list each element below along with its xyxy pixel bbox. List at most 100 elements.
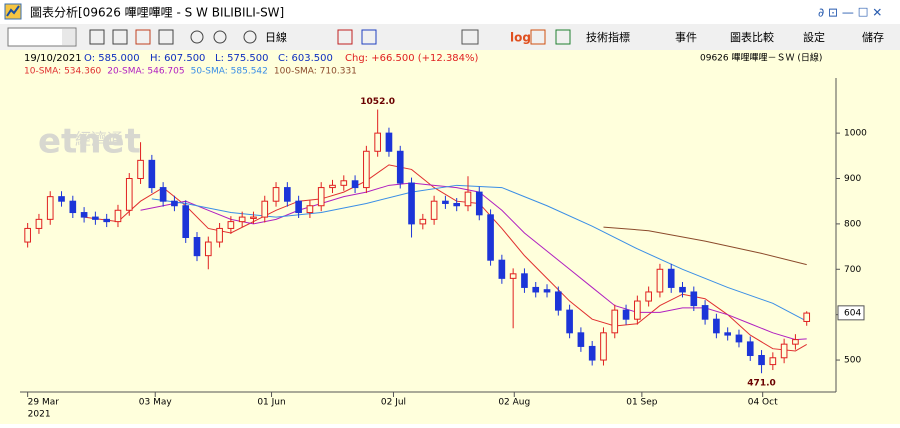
window-controls[interactable]: ∂ ⊡ — ☐ ✕ xyxy=(818,6,882,20)
candle-body xyxy=(261,200,269,218)
candle-body xyxy=(600,332,607,361)
candle-body xyxy=(227,221,235,229)
candle-body xyxy=(385,132,393,152)
candle-body xyxy=(521,273,528,288)
candle-body xyxy=(690,291,698,307)
candle-body xyxy=(159,187,167,202)
candle-body xyxy=(125,178,133,211)
y-tick-label: 800 xyxy=(844,219,861,229)
candle-body xyxy=(272,187,280,202)
candle-body xyxy=(419,218,427,225)
y-tick-label: 500 xyxy=(844,356,861,366)
toolbar-save[interactable]: 儲存 xyxy=(862,30,884,44)
window-title: 圖表分析[09626 嗶哩嗶哩 - S W BILIBILI-SW] xyxy=(30,6,284,20)
candle-body xyxy=(69,200,77,214)
title-bar xyxy=(0,0,900,24)
x-tick-label: 04 Oct xyxy=(748,398,778,408)
candle-body xyxy=(363,150,370,189)
symbol-input[interactable] xyxy=(7,27,77,47)
legend: 10-SMA: 534.360 20-SMA: 546.705 50-SMA: 58… xyxy=(24,67,357,77)
info-item: 19/10/2021 xyxy=(24,53,82,64)
x-tick-label: 02 Jul xyxy=(381,398,406,408)
candle-body xyxy=(171,200,178,207)
stock-name: 09626 嗶哩嗶哩－ＳＷ (日線) xyxy=(700,52,822,64)
sma-line xyxy=(603,226,807,266)
candle-body xyxy=(216,227,223,243)
candle-body xyxy=(453,202,461,207)
candle-body xyxy=(566,309,573,334)
candle-body xyxy=(430,200,438,220)
candle-body xyxy=(656,268,664,293)
app-icon-line xyxy=(6,5,20,17)
candle-body xyxy=(588,345,596,361)
candle-body xyxy=(80,212,88,218)
candle-body xyxy=(713,318,720,334)
candle-body xyxy=(238,216,246,223)
legend-entry: 10-SMA: 534.360 xyxy=(24,67,102,77)
toolbar-compare[interactable]: 圖表比較 xyxy=(730,30,774,44)
toolbar-settings[interactable]: 設定 xyxy=(803,30,825,44)
high-annotation: 1052.0 xyxy=(360,97,395,107)
year-label: 2021 xyxy=(28,410,51,420)
candle-body xyxy=(24,227,31,243)
candle-body xyxy=(442,200,449,204)
candle-body xyxy=(58,196,65,202)
candle-body xyxy=(46,196,54,220)
candle-body xyxy=(509,273,517,279)
candle-body xyxy=(577,332,585,347)
info-item: Chg: +66.500 (+12.384%) xyxy=(345,53,479,64)
y-tick-label: 900 xyxy=(844,174,861,184)
candle-body xyxy=(780,343,788,359)
legend-entry: 20-SMA: 546.705 xyxy=(107,67,184,77)
candle-body xyxy=(475,191,483,216)
candle-body xyxy=(746,341,754,357)
legend-entry: 50-SMA: 585.542 xyxy=(191,67,268,77)
candle-body xyxy=(667,268,675,288)
info-line: 19/10/2021 O: 585.000 H: 607.500 L: 575.500… xyxy=(24,53,479,64)
y-tick-label: 700 xyxy=(844,265,861,275)
dropdown[interactable] xyxy=(62,29,75,45)
candle-body xyxy=(645,291,652,302)
candle-body xyxy=(351,180,359,189)
candle-body xyxy=(724,332,731,336)
candle-body xyxy=(622,309,630,320)
info-item: L: 575.500 xyxy=(215,53,268,64)
legend-entry: 100-SMA: 710.331 xyxy=(274,67,357,77)
candle-body xyxy=(317,187,325,207)
candle-body xyxy=(92,216,99,220)
candle-body xyxy=(735,334,743,343)
price-tag: 604 xyxy=(844,308,861,318)
y-tick-label: 1000 xyxy=(844,129,867,139)
toolbar-log[interactable]: log xyxy=(510,31,531,45)
info-item: C: 603.500 xyxy=(278,53,333,64)
candle-body xyxy=(114,209,122,223)
candle-body xyxy=(306,205,314,214)
candle-body xyxy=(137,159,144,180)
candle-body xyxy=(701,305,709,320)
toolbar-period[interactable]: 日線 xyxy=(265,30,287,44)
candle-body xyxy=(250,216,257,219)
candle-body xyxy=(148,159,156,189)
candle-body xyxy=(204,241,212,257)
x-tick-label: 29 Mar xyxy=(28,398,60,408)
info-item: H: 607.500 xyxy=(150,53,205,64)
x-tick-label: 01 Jun xyxy=(257,398,285,408)
x-tick-label: 01 Sep xyxy=(626,398,658,408)
candle-body xyxy=(803,312,811,322)
candle-body xyxy=(634,300,641,320)
toolbar-indicators[interactable]: 技術指標 xyxy=(586,30,630,44)
candle-body xyxy=(769,357,777,366)
candle-body xyxy=(758,355,765,366)
candle-body xyxy=(464,191,472,207)
candle-body xyxy=(295,200,302,214)
candle-body xyxy=(554,291,562,311)
info-item: O: 585.000 xyxy=(84,53,140,64)
candle-body xyxy=(340,180,348,186)
candle-body xyxy=(103,218,111,223)
candle-body xyxy=(408,182,415,225)
watermark-cn: 經濟通 xyxy=(75,130,123,149)
toolbar-icons[interactable] xyxy=(89,29,571,45)
candle-body xyxy=(182,205,190,239)
toolbar-events[interactable]: 事件 xyxy=(675,31,697,44)
